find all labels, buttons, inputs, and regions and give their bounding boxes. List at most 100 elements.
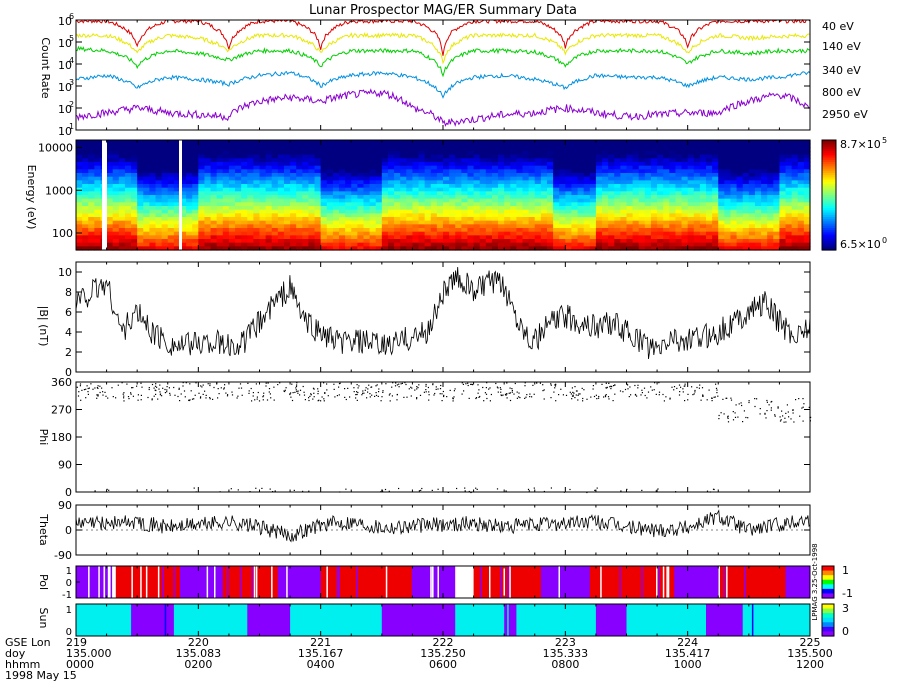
spectrogram-cell (785, 140, 793, 145)
spectrogram-cell (761, 143, 768, 148)
spectrogram-cell (210, 220, 218, 225)
spectrogram-cell (693, 158, 701, 163)
spectrogram-cell (290, 158, 297, 163)
spectrogram-cell (455, 220, 462, 225)
phi-point (132, 395, 134, 397)
phi-point (745, 416, 747, 419)
spectrogram-cell (149, 184, 157, 189)
spectrogram-cell (112, 206, 120, 211)
spectrogram-cell (149, 246, 157, 251)
spectrogram-cell (522, 220, 530, 225)
spectrogram-cell (693, 176, 701, 181)
spectrogram-cell (797, 209, 805, 214)
spectrogram-cell (522, 239, 530, 244)
spectrogram-cell (296, 187, 303, 192)
phi-point (798, 398, 800, 400)
spectrogram-cell (797, 206, 805, 211)
phi-point (669, 397, 671, 399)
spectrogram-cell (186, 206, 193, 211)
spectrogram-cell (198, 191, 206, 196)
spectrogram-cell (491, 228, 499, 233)
spectrogram-cell (803, 231, 811, 236)
spectrogram-cell (724, 235, 732, 240)
spectrogram-cell (418, 198, 426, 203)
spectrogram-cell (498, 198, 505, 203)
spectrogram-cell (82, 169, 89, 174)
spectrogram-cell (644, 220, 652, 225)
spectrogram-cell (632, 209, 640, 214)
phi-point (441, 393, 443, 395)
spectrogram-cell (210, 209, 218, 214)
phi-point (369, 396, 371, 398)
spectrogram-cell (418, 246, 426, 251)
spectrogram-cell (88, 213, 95, 218)
phi-point (555, 384, 557, 386)
spectrogram-cell (253, 158, 261, 163)
spectrogram-cell (271, 143, 279, 148)
spectrogram-cell (443, 239, 450, 244)
spectrogram-cell (222, 206, 230, 211)
spectrogram-cell (308, 180, 316, 185)
spectrogram-cell (785, 176, 793, 181)
spectrogram-cell (742, 231, 750, 236)
spectrogram-cell (510, 239, 517, 244)
spectrogram-cell (467, 158, 475, 163)
spectrogram-cell (773, 217, 781, 222)
spectrogram-cell (161, 151, 169, 156)
spectrogram-cell (400, 246, 407, 251)
phi-point (355, 394, 357, 396)
spectrogram-cell (632, 154, 640, 159)
spectrogram-cell (455, 231, 462, 236)
spectrogram-cell (308, 184, 316, 189)
phi-point (115, 397, 117, 399)
spectrogram-cell (595, 206, 603, 211)
spectrogram-cell (357, 246, 365, 251)
spectrogram-cell (351, 202, 358, 207)
spectrogram-cell (259, 228, 267, 233)
spectrogram-cell (449, 239, 456, 244)
phi-point (127, 396, 130, 398)
spectrogram-cell (314, 165, 322, 170)
spectrogram-cell (210, 140, 218, 145)
spectrogram-cell (589, 154, 597, 159)
spectrogram-cell (736, 187, 744, 192)
spectrogram-cell (412, 169, 420, 174)
spectrogram-cell (351, 209, 358, 214)
spectrogram-cell (406, 176, 414, 181)
spectrogram-cell (571, 242, 579, 247)
phi-point (174, 394, 176, 396)
spectrogram-cell (192, 228, 199, 233)
phi-point (284, 390, 286, 393)
spectrogram-cell (522, 169, 530, 174)
spectrogram-cell (724, 228, 732, 233)
phi-point (87, 393, 89, 395)
spectrogram-cell (742, 246, 750, 251)
phi-point (151, 398, 153, 400)
spectrogram-cell (192, 209, 199, 214)
spectrogram-cell (271, 176, 279, 181)
spectrogram-cell (277, 231, 285, 236)
legend-2950-eV: 2950 eV (822, 108, 868, 121)
spectrogram-cell (443, 143, 450, 148)
energy-ylabel: Energy (eV) (25, 165, 38, 230)
spectrogram-cell (351, 213, 358, 218)
phi-point (673, 389, 675, 391)
phi-point (698, 387, 700, 389)
spectrogram-cell (228, 173, 236, 178)
spectrogram-cell (124, 184, 132, 189)
spectrogram-cell (712, 176, 719, 181)
spectrogram-cell (449, 173, 456, 178)
spectrogram-cell (706, 202, 713, 207)
spectrogram-cell (290, 239, 297, 244)
spectrogram-cell (724, 202, 732, 207)
spectrogram-cell (785, 147, 793, 152)
spectrogram-cell (143, 206, 150, 211)
phi-point (439, 393, 441, 395)
spectrogram-cell (748, 140, 756, 145)
spectrogram-cell (657, 195, 664, 200)
spectrogram-cell (706, 198, 713, 203)
pol-stripe (145, 566, 148, 598)
spectrogram-cell (369, 162, 377, 167)
spectrogram-cell (724, 239, 732, 244)
spectrogram-cell (430, 154, 438, 159)
